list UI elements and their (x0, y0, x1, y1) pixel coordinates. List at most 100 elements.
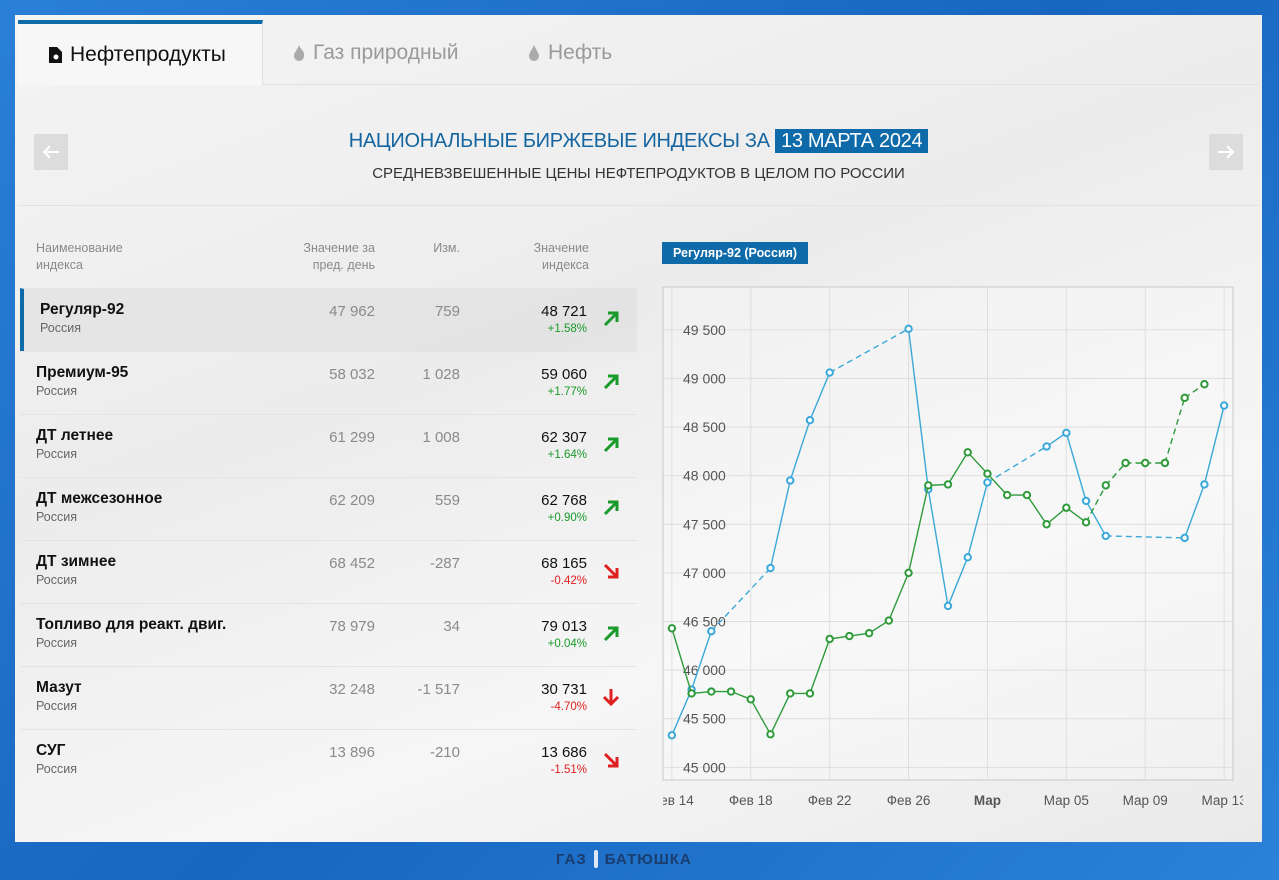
series-1-point (1022, 490, 1032, 500)
series-0-point (805, 416, 815, 425)
plot-area (662, 286, 1234, 781)
chart-legend-badge: Регуляр-92 (Россия) (662, 242, 809, 264)
series-1-segment (967, 451, 988, 475)
index-name: Топливо для реакт. двиг. (36, 616, 227, 633)
x-tick-label: Фев 22 (808, 793, 852, 808)
table-row[interactable]: Топливо для реакт. двиг. Россия 78 979 3… (20, 603, 637, 666)
index-region: Россия (36, 510, 77, 524)
price-chart: 45 000 45 500 46 000 46 500 47 000 47 500 48 0… (662, 286, 1247, 808)
series-1-segment (1085, 485, 1107, 523)
y-tick-label: 47 500 (683, 516, 726, 532)
tab-crude-oil[interactable]: Нефть (528, 20, 612, 85)
y-tick-label: 45 000 (683, 759, 726, 775)
index-name: ДТ летнее (36, 427, 114, 444)
series-1-point (786, 689, 795, 698)
table-row[interactable]: Регуляр-92 Россия 47 962 759 48 721 +1.5… (20, 288, 637, 351)
x-tick-label: Фев 26 (887, 793, 931, 808)
series-1-point (1180, 393, 1189, 403)
series-1-point (1141, 458, 1150, 468)
logo: ГАЗ БАТЮШКА (556, 850, 692, 868)
series-1-segment (947, 451, 969, 485)
change-value: -1 517 (417, 681, 460, 698)
series-1-point (746, 695, 755, 704)
change-value: -287 (429, 555, 460, 572)
col-name: Наименование индекса (36, 241, 123, 272)
index-value: 59 060 (541, 366, 587, 383)
y-tick-label: 45 500 (683, 711, 726, 727)
next-date-button[interactable] (1209, 134, 1243, 170)
series-0-segment (769, 480, 791, 569)
change-value: 559 (434, 492, 460, 509)
series-1-point (805, 689, 815, 698)
series-1-point (1121, 458, 1130, 468)
series-1-segment (907, 485, 929, 574)
series-0-segment (710, 567, 772, 632)
y-tick-label: 46 500 (683, 614, 726, 630)
series-0-segment (967, 482, 989, 558)
series-0-segment (671, 689, 693, 736)
prev-date-button[interactable] (34, 134, 68, 170)
change-value: 1 008 (422, 429, 460, 446)
trend-up-right-arrow-icon (603, 626, 619, 642)
index-name: Мазут (36, 679, 82, 696)
prev-value: 13 896 (329, 744, 375, 761)
index-region: Россия (36, 384, 77, 398)
table-row[interactable]: Премиум-95 Россия 58 032 1 028 59 060 +1… (20, 351, 637, 414)
index-name: СУГ (36, 742, 66, 759)
trend-down-arrow-icon (602, 689, 620, 707)
series-1-point (707, 687, 716, 696)
series-0-point (983, 478, 992, 487)
page-subtitle: СРЕДНЕВЗВЕШЕННЫЕ ЦЕНЫ НЕФТЕПРОДУКТОВ В Ц… (372, 165, 905, 182)
series-0-segment (1184, 484, 1206, 539)
index-name: Регуляр-92 (40, 301, 125, 318)
index-region: Россия (36, 573, 77, 587)
table-row[interactable]: ДТ межсезонное Россия 62 209 559 62 768 … (20, 477, 637, 540)
series-0-point (1062, 428, 1071, 438)
series-0-segment (947, 557, 969, 607)
series-1-point (884, 616, 894, 625)
x-tick-label: Мар 13 (1202, 793, 1247, 808)
col-value: Значение индекса (533, 241, 589, 272)
index-value: 62 307 (541, 429, 587, 446)
table-row[interactable]: СУГ Россия 13 896 -210 13 686 -1.51% (20, 729, 637, 792)
prev-value: 58 032 (329, 366, 375, 383)
table-row[interactable]: Мазут Россия 32 248 -1 517 30 731 -4.70% (20, 666, 637, 729)
series-1-point (904, 568, 913, 578)
series-0-point (904, 324, 913, 334)
series-1-point (667, 624, 677, 633)
change-percent: +0.04% (547, 638, 587, 650)
x-tick-label: Фев 18 (729, 793, 773, 808)
series-0-point (1042, 442, 1051, 451)
series-0-point (1180, 533, 1189, 543)
trend-down-right-arrow-icon (603, 563, 619, 579)
change-percent: +1.64% (547, 449, 587, 461)
change-value: 34 (443, 618, 460, 635)
change-percent: -0.42% (550, 575, 587, 587)
divider (18, 205, 1259, 206)
series-1-point (825, 634, 834, 644)
series-0-segment (829, 328, 909, 374)
tab-natural-gas[interactable]: Газ природный (293, 20, 458, 85)
change-value: 759 (434, 303, 460, 320)
series-0-segment (1105, 535, 1185, 539)
y-tick-label: 49 000 (683, 370, 726, 386)
col-change: Изм. (433, 241, 460, 255)
change-percent: +0.90% (547, 512, 587, 524)
change-value: -210 (429, 744, 460, 761)
series-1-point (983, 469, 992, 478)
trend-down-right-arrow-icon (603, 752, 619, 768)
series-0-point (943, 601, 953, 611)
series-0-point (1200, 480, 1209, 489)
table-row[interactable]: ДТ зимнее Россия 68 452 -287 68 165 -0.4… (20, 540, 637, 603)
table-row[interactable]: ДТ летнее Россия 61 299 1 008 62 307 +1.… (20, 414, 637, 477)
tab-oil-products[interactable]: Нефтепродукты (18, 20, 263, 85)
y-tick-label: 49 500 (683, 322, 726, 338)
change-percent: +1.77% (547, 386, 587, 398)
prev-value: 61 299 (329, 429, 375, 446)
arrow-right-icon (1218, 145, 1235, 159)
index-region: Россия (40, 321, 81, 335)
series-0-segment (809, 372, 831, 421)
arrow-left-icon (42, 145, 59, 159)
series-1-segment (986, 473, 1008, 496)
series-1-point (943, 480, 953, 489)
